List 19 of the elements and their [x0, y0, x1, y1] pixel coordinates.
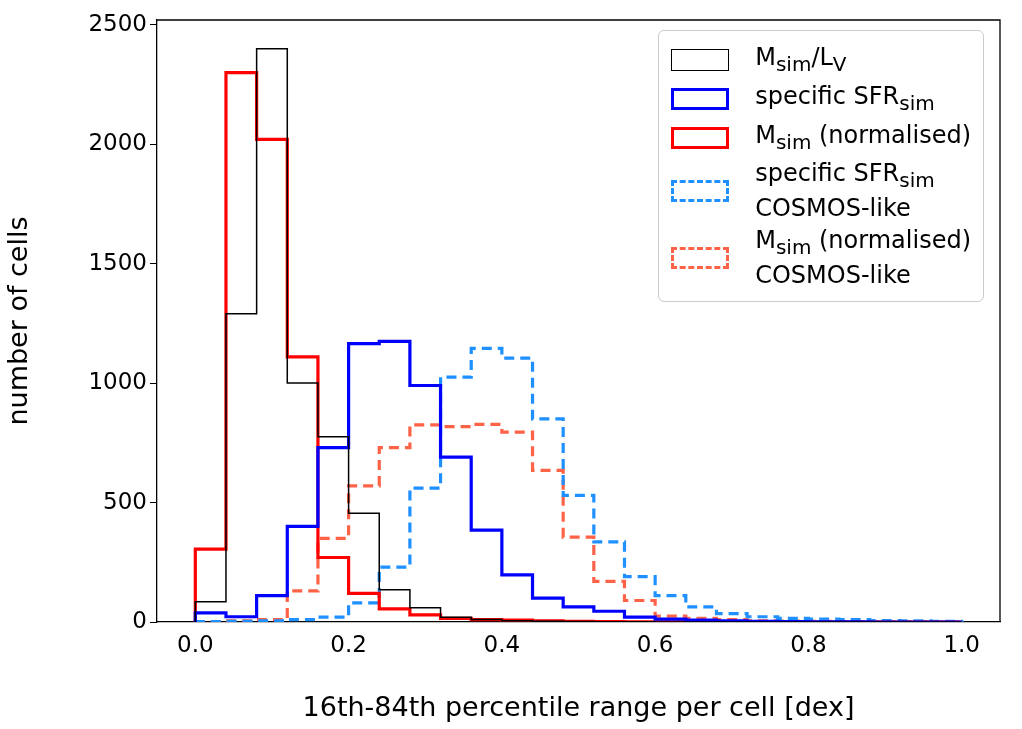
legend-label: specific SFR$_{sim}$: [755, 81, 935, 117]
legend-label: specific SFR$_{sim}$ COSMOS-like: [755, 159, 935, 223]
y-tick-label: 2000: [88, 129, 147, 156]
legend-label: M$_{sim}$ (normalised) COSMOS-like: [755, 226, 971, 289]
x-tick-label: 0.6: [636, 630, 674, 657]
y-tick-label: 2500: [88, 9, 147, 36]
x-tick-label: 0.2: [330, 630, 367, 657]
x-tick-label: 1.0: [943, 630, 980, 657]
y-tick-label: 0: [132, 606, 147, 633]
y-axis-title: number of cells: [2, 216, 34, 426]
legend-label: M$_{sim}$/L$_{V}$: [755, 43, 847, 78]
y-tick-label: 1000: [88, 368, 147, 395]
x-tick-label: 0.8: [790, 630, 827, 657]
x-tick-label: 0.4: [483, 630, 521, 657]
y-tick-label: 500: [103, 487, 147, 514]
y-tick-label: 1500: [88, 248, 147, 275]
x-tick-label: 0.0: [177, 630, 214, 657]
x-axis-title: 16th-84th percentile range per cell [dex]: [302, 690, 855, 722]
legend-label: M$_{sim}$ (normalised): [755, 120, 971, 156]
